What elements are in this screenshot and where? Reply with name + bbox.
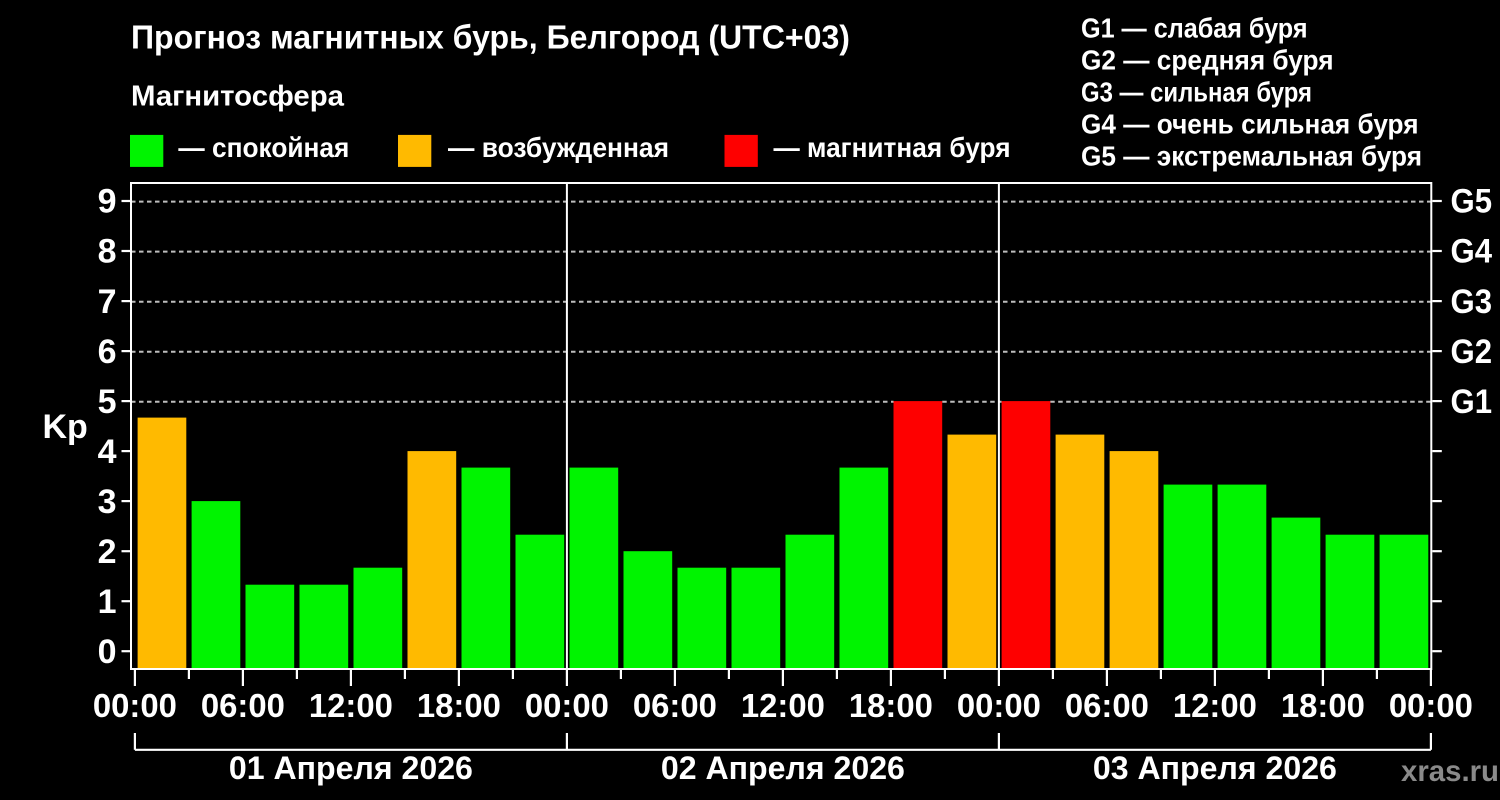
svg-text:4: 4	[98, 433, 117, 471]
svg-text:— спокойная: — спокойная	[178, 132, 349, 163]
svg-text:00:00: 00:00	[525, 687, 609, 724]
svg-text:G4 — очень сильная буря: G4 — очень сильная буря	[1081, 109, 1419, 140]
svg-text:12:00: 12:00	[1173, 687, 1257, 724]
svg-text:G1 — слабая буря: G1 — слабая буря	[1081, 13, 1308, 44]
svg-text:7: 7	[98, 283, 117, 321]
svg-text:G3: G3	[1451, 283, 1493, 321]
svg-text:06:00: 06:00	[1065, 687, 1149, 724]
svg-text:18:00: 18:00	[1281, 687, 1365, 724]
svg-text:9: 9	[98, 183, 117, 221]
svg-text:12:00: 12:00	[309, 687, 393, 724]
svg-text:Прогноз магнитных бурь, Белгор: Прогноз магнитных бурь, Белгород (UTC+03…	[131, 19, 850, 56]
svg-text:3: 3	[98, 483, 117, 521]
svg-text:01 Апреля 2026: 01 Апреля 2026	[229, 750, 473, 786]
svg-text:5: 5	[98, 383, 117, 421]
svg-text:02 Апреля 2026: 02 Апреля 2026	[661, 750, 905, 786]
svg-text:G4: G4	[1451, 233, 1493, 271]
svg-text:G2 — средняя буря: G2 — средняя буря	[1081, 45, 1334, 76]
svg-text:G2: G2	[1451, 333, 1493, 371]
svg-text:G1: G1	[1451, 383, 1493, 421]
svg-text:00:00: 00:00	[1389, 687, 1473, 724]
svg-text:18:00: 18:00	[417, 687, 501, 724]
svg-text:— магнитная буря: — магнитная буря	[774, 132, 1011, 163]
svg-text:18:00: 18:00	[849, 687, 933, 724]
svg-text:G5: G5	[1451, 183, 1493, 221]
svg-text:G5 — экстремальная буря: G5 — экстремальная буря	[1081, 141, 1422, 172]
svg-text:0: 0	[98, 633, 117, 671]
svg-text:Kp: Kp	[43, 408, 88, 446]
svg-text:6: 6	[98, 333, 117, 371]
svg-text:12:00: 12:00	[741, 687, 825, 724]
svg-text:Магнитосфера: Магнитосфера	[131, 81, 345, 113]
svg-text:8: 8	[98, 233, 117, 271]
svg-text:06:00: 06:00	[201, 687, 285, 724]
svg-text:00:00: 00:00	[93, 687, 177, 724]
svg-text:06:00: 06:00	[633, 687, 717, 724]
svg-text:G3 — сильная буря: G3 — сильная буря	[1081, 77, 1312, 108]
svg-text:00:00: 00:00	[957, 687, 1041, 724]
svg-text:1: 1	[98, 583, 117, 621]
svg-text:— возбужденная: — возбужденная	[448, 132, 669, 163]
svg-text:2: 2	[98, 533, 117, 571]
svg-text:03 Апреля 2026: 03 Апреля 2026	[1093, 750, 1337, 786]
svg-text:xras.ru: xras.ru	[1401, 755, 1499, 788]
